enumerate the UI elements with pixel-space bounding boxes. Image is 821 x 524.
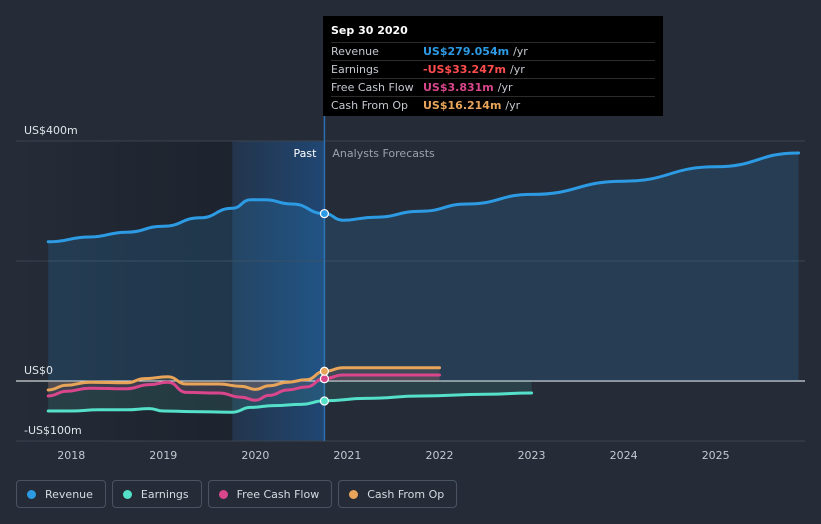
tooltip-unit: /yr (513, 45, 528, 58)
x-tick-label: 2018 (57, 449, 85, 462)
free-cash-flow-line (46, 373, 442, 402)
cash-from-op-area (48, 367, 440, 390)
legend-free-cash-flow[interactable]: Free Cash Flow (207, 480, 333, 508)
tooltip-label: Earnings (331, 63, 379, 76)
forecast-label: Analysts Forecasts (332, 147, 435, 160)
past-label: Past (293, 147, 317, 160)
tooltip-unit: /yr (505, 99, 521, 112)
revenue-area (48, 153, 799, 381)
tooltip-row-revenue: Revenue US$279.054m /yr (331, 42, 655, 60)
y-tick-label: US$400m (24, 124, 78, 137)
x-tick-label: 2023 (518, 449, 546, 462)
y-tick-label: -US$100m (24, 424, 82, 437)
legend-dot-icon (218, 489, 228, 499)
free-cash-flow-marker (319, 374, 330, 384)
legend-label: Free Cash Flow (236, 487, 320, 501)
earnings-line (46, 391, 534, 414)
tooltip-label: Revenue (331, 45, 379, 58)
x-tick-label: 2025 (702, 449, 730, 462)
legend-dot-icon (349, 489, 359, 499)
tooltip-value: US$279.054m (423, 45, 510, 58)
y-tick-label: US$0 (24, 364, 53, 377)
tooltip-row-free-cash-flow: Free Cash Flow US$3.831m /yr (331, 78, 655, 96)
x-tick-label: 2020 (241, 449, 269, 462)
legend-label: Cash From Op (367, 487, 445, 501)
tooltip: Sep 30 2020 Revenue US$279.054m /yr Earn… (323, 16, 663, 116)
legend-dot-icon (122, 489, 132, 499)
tooltip-value: US$16.214m (423, 99, 502, 112)
x-tick-label: 2021 (333, 449, 361, 462)
legend-label: Earnings (140, 487, 189, 501)
earnings-marker (319, 396, 330, 406)
cash-from-op-marker (319, 366, 330, 376)
earnings-area (48, 381, 532, 413)
x-tick-label: 2022 (426, 449, 454, 462)
cash-from-op-line (46, 366, 442, 392)
legend-earnings[interactable]: Earnings (111, 480, 202, 508)
x-tick-label: 2019 (149, 449, 177, 462)
tooltip-label: Free Cash Flow (331, 81, 414, 94)
tooltip-unit: /yr (497, 81, 513, 94)
legend-label: Revenue (45, 487, 93, 501)
tooltip-unit: /yr (509, 63, 525, 76)
legend-cash-from-op[interactable]: Cash From Op (338, 480, 458, 508)
revenue-marker (319, 208, 330, 219)
tooltip-value: -US$33.247m (423, 63, 506, 76)
tooltip-label: Cash From Op (331, 99, 409, 112)
tooltip-row-earnings: Earnings -US$33.247m /yr (331, 60, 655, 78)
tooltip-date: Sep 30 2020 (331, 24, 408, 37)
legend-revenue[interactable]: Revenue (16, 480, 106, 508)
x-tick-label: 2024 (610, 449, 638, 462)
chart-legend: Revenue Earnings Free Cash Flow Cash Fro… (16, 480, 458, 508)
tooltip-value: US$3.831m (423, 81, 494, 94)
tooltip-row-cash-from-op: Cash From Op US$16.214m /yr (331, 96, 655, 114)
legend-dot-icon (27, 489, 36, 499)
